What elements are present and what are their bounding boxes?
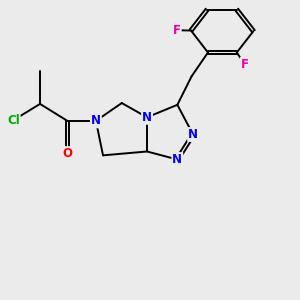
Text: N: N [188, 128, 198, 141]
Text: N: N [172, 153, 182, 166]
Text: F: F [173, 24, 181, 37]
Text: N: N [91, 114, 101, 128]
Text: O: O [62, 147, 72, 160]
Text: N: N [142, 111, 152, 124]
Text: Cl: Cl [7, 114, 20, 127]
Text: F: F [241, 58, 249, 71]
